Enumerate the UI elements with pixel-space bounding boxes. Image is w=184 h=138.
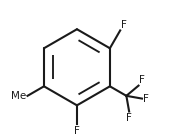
Text: F: F [139, 75, 145, 85]
Text: F: F [126, 113, 132, 123]
Text: F: F [143, 94, 149, 104]
Text: Me: Me [11, 91, 26, 101]
Text: F: F [121, 20, 127, 30]
Text: F: F [74, 126, 80, 136]
